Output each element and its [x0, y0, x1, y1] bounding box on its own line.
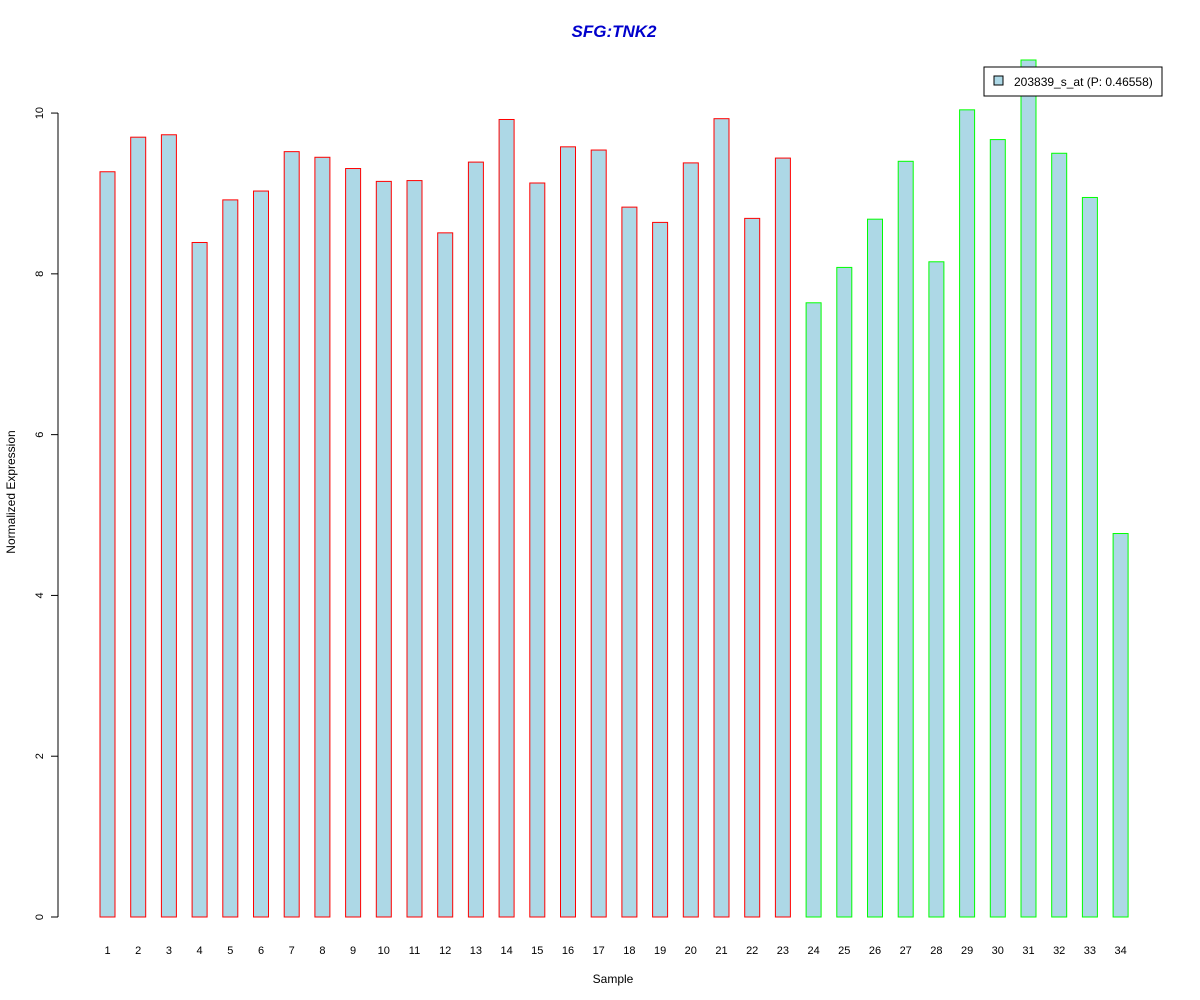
x-tick-label: 32 — [1053, 945, 1065, 957]
bar-sample-32 — [1051, 152, 1068, 918]
x-tick-label: 2 — [135, 945, 141, 957]
bar-sample-11 — [406, 180, 423, 918]
bar-sample-19 — [652, 221, 669, 918]
bar-sample-28 — [928, 261, 945, 918]
x-tick-label: 14 — [500, 945, 512, 957]
x-tick-label: 28 — [930, 945, 942, 957]
x-tick-label: 5 — [227, 945, 233, 957]
legend-entry-label: 203839_s_at (P: 0.46558) — [1014, 75, 1153, 89]
x-tick-label: 30 — [992, 945, 1004, 957]
bar-sample-3 — [160, 134, 177, 918]
y-tick-label: 0 — [34, 914, 46, 920]
bar-sample-9 — [345, 168, 362, 918]
bar-sample-2 — [130, 136, 147, 918]
x-tick-label: 7 — [289, 945, 295, 957]
x-tick-label: 33 — [1084, 945, 1096, 957]
bar-sample-24 — [805, 302, 822, 918]
bar-sample-30 — [989, 139, 1006, 918]
bar-sample-33 — [1081, 196, 1098, 918]
x-tick-label: 27 — [900, 945, 912, 957]
x-tick-label: 16 — [562, 945, 574, 957]
x-tick-label: 23 — [777, 945, 789, 957]
x-tick-labels: 1 2 3 4 5 6 7 8 9 10 11 12 13 14 15 16 17 18 19 20 21 22 23 24 2… — [104, 945, 1126, 957]
x-tick-label: 20 — [685, 945, 697, 957]
bar-sample-12 — [437, 232, 454, 918]
bar-sample-15 — [529, 182, 546, 918]
x-axis-label: Sample — [593, 972, 634, 986]
x-tick-label: 19 — [654, 945, 666, 957]
x-tick-label: 22 — [746, 945, 758, 957]
bar-sample-23 — [774, 157, 791, 918]
y-tick-label: 2 — [34, 753, 46, 759]
legend: 203839_s_at (P: 0.46558) — [983, 66, 1163, 97]
x-tick-label: 15 — [531, 945, 543, 957]
y-tick-label: 6 — [34, 432, 46, 438]
bar-sample-18 — [621, 206, 638, 918]
bar-sample-31 — [1020, 59, 1037, 918]
legend-box — [983, 66, 1163, 97]
bar-sample-7 — [283, 151, 300, 918]
bar-sample-34 — [1112, 533, 1129, 918]
x-tick-label: 25 — [838, 945, 850, 957]
bars — [99, 59, 1129, 918]
x-tick-label: 9 — [350, 945, 356, 957]
bar-sample-4 — [191, 241, 208, 918]
y-tick-label: 8 — [34, 271, 46, 277]
bar-sample-1 — [99, 171, 116, 918]
x-tick-label: 8 — [319, 945, 325, 957]
x-tick-label: 29 — [961, 945, 973, 957]
x-tick-label: 12 — [439, 945, 451, 957]
y-tick-label: 10 — [34, 107, 46, 119]
bar-sample-10 — [375, 180, 392, 918]
x-tick-label: 11 — [409, 945, 420, 957]
x-tick-label: 18 — [623, 945, 635, 957]
x-tick-label: 1 — [104, 945, 110, 957]
bar-sample-6 — [253, 190, 269, 918]
x-tick-label: 24 — [807, 945, 819, 957]
bar-sample-26 — [867, 218, 883, 918]
x-tick-label: 21 — [715, 945, 727, 957]
x-tick-label: 10 — [378, 945, 390, 957]
x-tick-label: 17 — [593, 945, 605, 957]
x-tick-label: 6 — [258, 945, 264, 957]
bar-sample-16 — [560, 146, 576, 918]
bar-sample-25 — [836, 266, 853, 918]
bar-sample-21 — [713, 118, 730, 918]
bar-sample-20 — [682, 162, 699, 918]
x-tick-label: 26 — [869, 945, 881, 957]
y-axis-label: Normalized Expression — [4, 430, 18, 553]
legend-swatch — [993, 75, 1004, 86]
bar-sample-8 — [314, 156, 331, 918]
bar-sample-14 — [498, 118, 515, 918]
x-tick-label: 34 — [1114, 945, 1126, 957]
bar-sample-22 — [744, 217, 761, 918]
bar-sample-17 — [590, 149, 607, 918]
x-tick-label: 4 — [197, 945, 203, 957]
x-tick-label: 31 — [1022, 945, 1034, 957]
x-tick-label: 3 — [166, 945, 172, 957]
y-tick-label: 4 — [34, 592, 46, 598]
y-axis: 0 2 4 6 8 10 — [34, 107, 59, 920]
bar-sample-27 — [897, 160, 914, 918]
bar-sample-5 — [222, 199, 239, 918]
bar-sample-29 — [959, 109, 976, 918]
chart-title: SFG:TNK2 — [572, 22, 658, 41]
bar-sample-13 — [467, 161, 484, 918]
x-tick-label: 13 — [470, 945, 482, 957]
